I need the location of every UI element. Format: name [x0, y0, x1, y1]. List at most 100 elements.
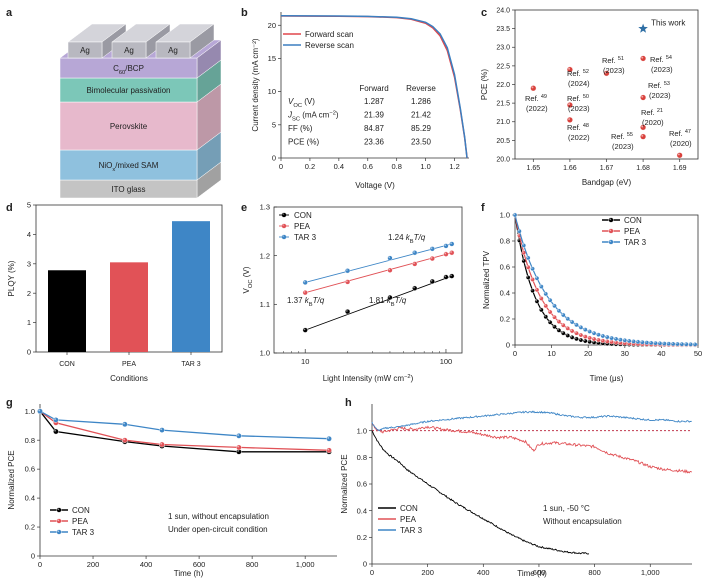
- tpv-point-highlight: [539, 297, 542, 299]
- voc-point: [302, 327, 308, 333]
- voc-point-highlight: [303, 328, 306, 331]
- stab-g-y-tick-label: 0.6: [25, 465, 35, 474]
- voc-point-highlight: [444, 275, 447, 278]
- plqy-y-tick-label: 2: [27, 289, 31, 298]
- stab-g-x-axis-label: Time (h): [174, 569, 204, 578]
- tpv-point: [565, 316, 571, 322]
- panel-letter-b: b: [241, 7, 248, 19]
- ag-electrode-front: [155, 41, 191, 59]
- voc-point-highlight: [303, 280, 306, 283]
- plqy-y-tick-label: 1: [27, 318, 31, 327]
- stab-g-y-tick-label: 0: [31, 552, 35, 561]
- stab-g-y-tick-label: 1.0: [25, 407, 35, 416]
- tpv-point-highlight: [592, 337, 595, 340]
- tpv-point: [578, 337, 584, 343]
- tpv-point: [613, 336, 619, 342]
- jv-y-tick-label: 0: [272, 154, 276, 163]
- stab-g-point-highlight: [160, 442, 163, 445]
- voc-point-highlight: [444, 252, 447, 255]
- stab-g-condition-1: 1 sun, without encapsulation: [168, 512, 269, 521]
- voc-point-highlight: [413, 251, 415, 253]
- stab-h-y-tick-label: 0: [363, 560, 367, 569]
- tpv-point: [631, 339, 636, 344]
- stab-h-x-tick-label: 600: [533, 568, 546, 577]
- stab-g-x-tick-label: 0: [38, 560, 42, 569]
- tpv-x-tick-label: 20: [584, 349, 592, 358]
- bandgap-x-axis-label: Bandgap (eV): [582, 178, 632, 187]
- stab-h-y-tick-label: 0.6: [357, 480, 367, 489]
- jv-table-row-label: JSC (mA cm−2): [287, 111, 339, 123]
- tpv-point: [591, 330, 597, 336]
- bandgap-ref-label: Ref. 49: [525, 94, 547, 103]
- tpv-point: [543, 303, 549, 309]
- stack-label-ito: ITO glass: [111, 185, 145, 194]
- tpv-point-highlight: [693, 343, 696, 345]
- plqy-category-label: PEA: [122, 361, 136, 368]
- tpv-point-highlight: [636, 340, 639, 342]
- voc-point-highlight: [450, 251, 452, 253]
- tpv-point: [556, 328, 562, 333]
- tpv-point: [539, 307, 544, 313]
- jv-x-tick-label: 0.6: [363, 162, 373, 171]
- bandgap-ref-point: [640, 94, 647, 101]
- stab-g-legend-1-label: PEA: [72, 517, 89, 526]
- tpv-x-tick-label: 10: [547, 349, 555, 358]
- tpv-point-highlight: [601, 334, 603, 337]
- tpv-point: [565, 326, 571, 331]
- stab-g-x-tick-label: 800: [246, 560, 259, 569]
- tpv-point-highlight: [601, 339, 603, 341]
- voc-y-tick-label: 1.2: [260, 251, 270, 260]
- panel-letter-a: a: [6, 7, 13, 19]
- plqy-category-label: TAR 3: [181, 361, 200, 368]
- bandgap-ref-year: (2022): [526, 104, 548, 113]
- tpv-point-highlight: [588, 340, 590, 342]
- jv-y-tick-label: 20: [268, 21, 276, 30]
- tpv-point: [604, 334, 610, 340]
- stab-h-legend-2-label: TAR 3: [400, 526, 423, 535]
- tpv-point: [622, 338, 628, 343]
- stab-g-x-tick-label: 1,000: [296, 560, 315, 569]
- stab-g-point: [122, 421, 128, 428]
- tpv-point-highlight: [667, 342, 669, 344]
- bandgap-ref-year: (2020): [642, 118, 664, 127]
- tpv-point: [675, 341, 680, 347]
- stab-g-y-tick-label: 0.8: [25, 436, 35, 445]
- tpv-point: [534, 275, 540, 281]
- tpv-point-highlight: [583, 335, 586, 337]
- stab-h-x-tick-label: 400: [477, 568, 490, 577]
- voc-point: [443, 251, 449, 257]
- tpv-y-tick-label: 1.0: [500, 211, 510, 220]
- tpv-point-highlight: [579, 326, 581, 328]
- bandgap-y-tick-label: 22.5: [496, 63, 510, 70]
- stab-h-y-tick-label: 0.8: [357, 453, 367, 462]
- tpv-point: [525, 264, 531, 270]
- voc-fit-line-0: [305, 275, 452, 331]
- tpv-point-highlight: [553, 315, 555, 318]
- bandgap-ref-year: (2020): [670, 139, 692, 148]
- bandgap-y-tick-label: 24.0: [496, 7, 510, 14]
- bandgap-ref-label: Ref. 55: [611, 132, 633, 141]
- voc-point-highlight: [388, 295, 391, 298]
- jv-table-forward-value: 21.39: [364, 111, 385, 120]
- bandgap-ref-label: Ref. 54: [650, 55, 672, 64]
- tpv-point-highlight: [680, 342, 683, 345]
- stab-g-legend-1-marker-highlight: [57, 519, 60, 522]
- tpv-point-highlight: [548, 310, 551, 313]
- stab-h-y-axis-label: Normalized PCE: [340, 454, 349, 513]
- panel-letter-g: g: [6, 397, 13, 409]
- tpv-legend-0-marker-highlight: [609, 218, 612, 221]
- voc-point-highlight: [444, 244, 447, 247]
- tpv-point: [600, 333, 606, 339]
- bandgap-ref-point-highlight: [641, 95, 644, 98]
- tpv-point-highlight: [531, 267, 533, 269]
- tpv-x-tick-label: 30: [621, 349, 629, 358]
- bandgap-ref-label: Ref. 21: [641, 108, 663, 117]
- jv-x-tick-label: 0.2: [305, 162, 315, 171]
- tpv-curve-0: [514, 214, 698, 346]
- voc-x-axis-label: Light Intensity (mW cm−2): [323, 374, 414, 383]
- stab-g-y-tick-label: 0.2: [25, 523, 35, 532]
- voc-point-highlight: [450, 242, 452, 245]
- voc-point: [344, 268, 351, 274]
- jv-table-reverse-value: 23.50: [411, 138, 432, 147]
- tpv-point-highlight: [662, 342, 665, 344]
